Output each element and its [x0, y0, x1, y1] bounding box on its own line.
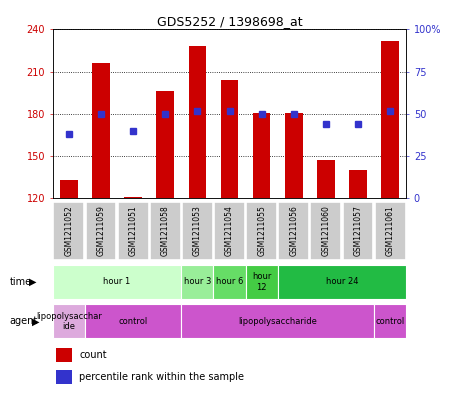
- Bar: [182, 202, 213, 260]
- Bar: [342, 202, 374, 260]
- Text: GSM1211055: GSM1211055: [257, 206, 266, 256]
- Bar: [56, 370, 72, 384]
- Bar: [221, 80, 238, 198]
- Text: GSM1211056: GSM1211056: [289, 206, 298, 256]
- Text: GSM1211054: GSM1211054: [225, 206, 234, 256]
- Bar: [381, 41, 399, 198]
- Bar: [213, 265, 246, 299]
- Bar: [253, 112, 270, 198]
- Text: hour 24: hour 24: [326, 277, 358, 286]
- Text: agent: agent: [10, 316, 38, 326]
- Bar: [181, 265, 213, 299]
- Text: ▶: ▶: [29, 277, 37, 287]
- Bar: [214, 202, 245, 260]
- Text: GSM1211061: GSM1211061: [386, 206, 395, 256]
- Text: GSM1211058: GSM1211058: [161, 206, 170, 256]
- Bar: [118, 202, 149, 260]
- Text: percentile rank within the sample: percentile rank within the sample: [79, 372, 244, 382]
- Text: GSM1211053: GSM1211053: [193, 206, 202, 256]
- Title: GDS5252 / 1398698_at: GDS5252 / 1398698_at: [157, 15, 302, 28]
- Text: count: count: [79, 350, 107, 360]
- Bar: [53, 265, 181, 299]
- Bar: [310, 202, 341, 260]
- Bar: [60, 180, 78, 198]
- Bar: [374, 304, 406, 338]
- Bar: [53, 202, 84, 260]
- Bar: [53, 304, 85, 338]
- Bar: [246, 202, 277, 260]
- Text: hour 1: hour 1: [103, 277, 131, 286]
- Bar: [278, 202, 309, 260]
- Bar: [375, 202, 406, 260]
- Bar: [246, 265, 278, 299]
- Text: ▶: ▶: [32, 316, 39, 326]
- Bar: [92, 63, 110, 198]
- Text: lipopolysacchar
ide: lipopolysacchar ide: [36, 312, 102, 331]
- Text: GSM1211060: GSM1211060: [321, 206, 330, 256]
- Bar: [181, 304, 374, 338]
- Text: GSM1211057: GSM1211057: [353, 206, 363, 256]
- Bar: [285, 112, 302, 198]
- Text: time: time: [10, 277, 32, 287]
- Bar: [85, 202, 117, 260]
- Text: GSM1211051: GSM1211051: [129, 206, 138, 256]
- Text: lipopolysaccharide: lipopolysaccharide: [238, 317, 317, 326]
- Bar: [157, 92, 174, 198]
- Text: GSM1211059: GSM1211059: [96, 206, 106, 256]
- Text: control: control: [118, 317, 148, 326]
- Bar: [317, 160, 335, 198]
- Bar: [150, 202, 181, 260]
- Bar: [349, 170, 367, 198]
- Bar: [85, 304, 181, 338]
- Bar: [56, 347, 72, 362]
- Text: hour 6: hour 6: [216, 277, 243, 286]
- Bar: [189, 46, 206, 198]
- Text: control: control: [375, 317, 405, 326]
- Text: hour
12: hour 12: [252, 272, 271, 292]
- Bar: [278, 265, 406, 299]
- Bar: [124, 197, 142, 198]
- Text: hour 3: hour 3: [184, 277, 211, 286]
- Text: GSM1211052: GSM1211052: [64, 206, 73, 256]
